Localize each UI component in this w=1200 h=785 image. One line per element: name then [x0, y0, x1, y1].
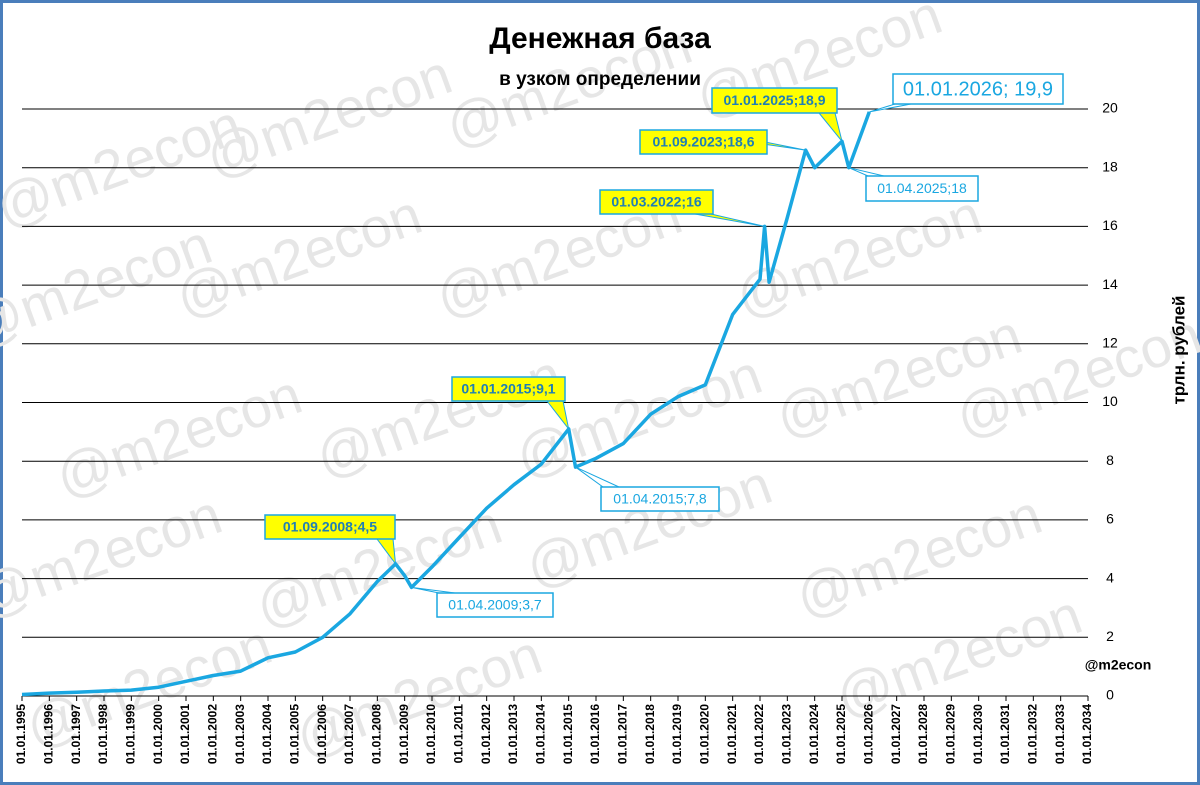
x-tick-label: 01.01.2022 — [752, 704, 766, 764]
x-tick-label: 01.01.2029 — [944, 704, 958, 764]
x-tick-label: 01.01.2019 — [670, 704, 684, 764]
callout-box — [451, 376, 566, 402]
annotation: 01.01.2015;9,1 — [461, 381, 555, 397]
x-tick-label: 01.01.2005 — [288, 704, 302, 764]
y-tick-label: 4 — [1106, 569, 1114, 585]
x-tick-label: 01.01.2026 — [862, 704, 876, 764]
x-tick-label: 01.01.2001 — [178, 704, 192, 764]
y-tick-label: 20 — [1102, 100, 1118, 116]
x-tick-label: 01.01.2006 — [315, 704, 329, 764]
x-tick-label: 01.01.2034 — [1080, 704, 1094, 764]
x-tick-label: 01.01.2016 — [588, 704, 602, 764]
x-tick-label: 01.01.2032 — [1026, 704, 1040, 764]
annotation: 01.01.2026; 19,9 — [903, 78, 1053, 100]
y-tick-label: 6 — [1106, 511, 1114, 527]
callout-box — [711, 87, 838, 114]
annotation: 01.04.2025;18 — [877, 180, 967, 196]
callout-box — [892, 73, 1064, 105]
x-tick-label: 01.01.1999 — [124, 704, 138, 764]
x-tick-label: 01.01.2018 — [643, 704, 657, 764]
credit: @m2econ — [1085, 657, 1152, 673]
x-tick-label: 01.01.2031 — [998, 704, 1012, 764]
callout-box — [436, 592, 554, 618]
annotation: 01.09.2023;18,6 — [653, 134, 755, 150]
annotation: 01.09.2008;4,5 — [283, 519, 377, 535]
annotation: 01.04.2015;7,8 — [613, 491, 707, 507]
x-tick-label: 01.01.2023 — [780, 704, 794, 764]
x-tick-label: 01.01.1998 — [96, 704, 110, 764]
chart-title: Денежная база — [489, 22, 711, 55]
y-tick-label: 14 — [1102, 276, 1118, 292]
x-tick-label: 01.01.2033 — [1053, 704, 1067, 764]
x-tick-label: 01.01.2000 — [151, 704, 165, 764]
callout-box — [600, 486, 720, 512]
x-tick-label: 01.01.2004 — [260, 704, 274, 764]
x-tick-label: 01.01.2028 — [916, 704, 930, 764]
x-tick-label: 01.01.2020 — [698, 704, 712, 764]
x-tick-label: 01.01.2021 — [725, 704, 739, 764]
y-tick-label: 10 — [1102, 393, 1118, 409]
x-tick-label: 01.01.2014 — [534, 704, 548, 764]
y-tick-label: 18 — [1102, 158, 1118, 174]
x-tick-label: 01.01.2009 — [397, 704, 411, 764]
x-tick-label: 01.01.2011 — [452, 704, 466, 764]
x-tick-label: 01.01.2002 — [206, 704, 220, 764]
callout-box — [865, 175, 979, 202]
y-tick-label: 8 — [1106, 452, 1114, 468]
series-line — [21, 111, 871, 697]
x-tick-label: 01.01.1996 — [42, 704, 56, 764]
x-tick-label: 01.01.1997 — [69, 704, 83, 764]
y-tick-label: 2 — [1106, 628, 1114, 644]
x-tick-label: 01.01.2007 — [342, 704, 356, 764]
y-tick-label: 0 — [1106, 687, 1114, 703]
x-tick-label: 01.01.2024 — [807, 704, 821, 764]
x-tick-label: 01.01.2010 — [424, 704, 438, 764]
x-tick-label: 01.01.2013 — [506, 704, 520, 764]
y-axis-label: трлн. рублей — [1169, 296, 1188, 405]
x-tick-label: 01.01.2017 — [616, 704, 630, 764]
annotation: 01.01.2025;18,9 — [724, 92, 826, 108]
y-tick-label: 12 — [1102, 335, 1118, 351]
y-tick-label: 16 — [1102, 217, 1118, 233]
x-tick-label: 01.01.2015 — [561, 704, 575, 764]
x-tick-label: 01.01.2030 — [971, 704, 985, 764]
x-tick-label: 01.01.2025 — [834, 704, 848, 764]
annotation: 01.03.2022;16 — [611, 194, 702, 210]
x-tick-label: 01.01.2008 — [370, 704, 384, 764]
x-tick-label: 01.01.2027 — [889, 704, 903, 764]
x-tick-label: 01.01.2003 — [233, 704, 247, 764]
callout-box — [264, 514, 396, 540]
callout-box — [639, 129, 768, 155]
x-tick-label: 01.01.1995 — [14, 704, 28, 764]
chart-subtitle: в узком определении — [499, 69, 701, 90]
annotation: 01.04.2009;3,7 — [448, 597, 542, 613]
callout-box — [599, 189, 714, 215]
x-tick-label: 01.01.2012 — [479, 704, 493, 764]
